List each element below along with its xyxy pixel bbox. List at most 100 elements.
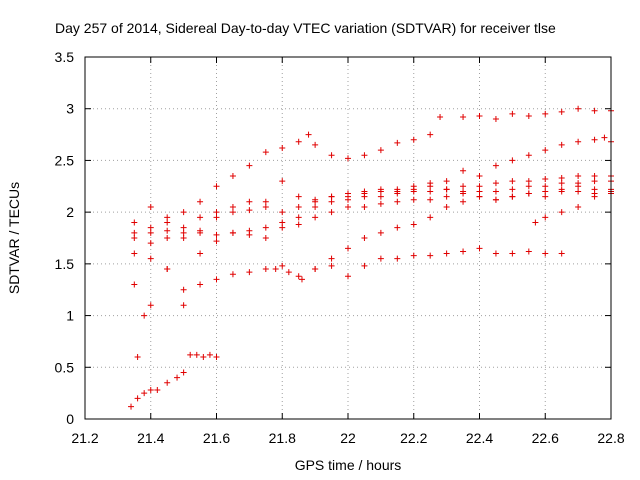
data-point bbox=[427, 131, 434, 138]
data-point bbox=[542, 147, 549, 154]
data-point bbox=[328, 262, 335, 269]
data-point bbox=[180, 229, 187, 236]
y-tick-label: 0 bbox=[66, 411, 74, 427]
data-point bbox=[147, 255, 154, 262]
data-point bbox=[180, 209, 187, 216]
data-point bbox=[509, 193, 516, 200]
data-point bbox=[345, 273, 351, 280]
data-point bbox=[427, 188, 434, 195]
data-point bbox=[492, 116, 499, 123]
data-point bbox=[141, 312, 148, 319]
data-point bbox=[345, 203, 351, 210]
data-point bbox=[509, 157, 516, 164]
data-point bbox=[492, 188, 499, 195]
data-point bbox=[193, 351, 200, 358]
series-track-2 bbox=[131, 134, 614, 236]
data-point bbox=[437, 113, 444, 120]
data-point bbox=[525, 112, 532, 119]
series-track-3 bbox=[131, 172, 614, 241]
data-point bbox=[377, 229, 384, 236]
series-track-6 bbox=[134, 188, 614, 360]
y-tick-label: 0.5 bbox=[55, 359, 75, 375]
data-point bbox=[476, 183, 483, 190]
data-point bbox=[279, 145, 286, 152]
data-point bbox=[246, 162, 253, 169]
data-point bbox=[197, 214, 204, 221]
data-point bbox=[279, 224, 286, 231]
data-point bbox=[295, 214, 302, 221]
data-point bbox=[213, 276, 220, 283]
data-point bbox=[591, 172, 598, 179]
series-track-5 bbox=[131, 183, 614, 293]
data-point bbox=[377, 147, 384, 154]
data-point bbox=[328, 152, 335, 159]
y-tick-label: 3 bbox=[66, 101, 74, 117]
data-point bbox=[180, 235, 187, 241]
x-tick-label: 22.4 bbox=[466, 430, 493, 446]
data-point bbox=[427, 196, 434, 203]
data-point bbox=[591, 107, 598, 114]
data-point bbox=[206, 351, 213, 358]
data-point bbox=[164, 235, 171, 241]
x-tick-label: 22.8 bbox=[597, 430, 624, 446]
data-point bbox=[213, 183, 220, 190]
y-tick-label: 1.5 bbox=[55, 256, 75, 272]
data-point bbox=[542, 176, 549, 183]
data-point bbox=[328, 255, 335, 262]
data-point bbox=[312, 214, 319, 221]
data-point bbox=[262, 266, 269, 273]
data-points bbox=[128, 105, 614, 410]
data-point bbox=[131, 281, 138, 288]
data-point bbox=[147, 240, 154, 247]
data-point bbox=[134, 395, 141, 402]
data-point bbox=[410, 221, 417, 228]
data-point bbox=[131, 229, 138, 236]
data-point bbox=[345, 196, 351, 203]
data-point bbox=[460, 167, 467, 174]
data-point bbox=[213, 353, 220, 360]
data-point bbox=[180, 369, 187, 376]
data-point bbox=[147, 224, 154, 231]
y-tick-label: 2 bbox=[66, 204, 74, 220]
data-point bbox=[272, 266, 279, 273]
data-point bbox=[542, 183, 549, 190]
x-axis-label: GPS time / hours bbox=[295, 457, 402, 473]
data-point bbox=[134, 353, 141, 360]
data-point bbox=[131, 219, 138, 226]
data-point bbox=[164, 219, 171, 226]
data-point bbox=[575, 105, 582, 112]
data-point bbox=[345, 155, 351, 162]
data-point bbox=[476, 172, 483, 179]
data-point bbox=[394, 198, 401, 205]
data-point bbox=[575, 183, 582, 190]
data-point bbox=[131, 250, 138, 257]
data-point bbox=[443, 193, 450, 200]
data-point bbox=[174, 374, 181, 381]
data-point bbox=[246, 231, 253, 238]
data-point bbox=[213, 231, 220, 238]
chart-title: Day 257 of 2014, Sidereal Day-to-day VTE… bbox=[55, 20, 556, 36]
y-tick-labels: 0 0.5 1 1.5 2 2.5 3 3.5 bbox=[55, 49, 75, 427]
x-tick-labels: 21.2 21.4 21.6 21.8 22 22.2 22.4 22.6 22.8 bbox=[71, 430, 624, 446]
data-point bbox=[246, 269, 253, 276]
data-point bbox=[460, 198, 467, 205]
data-point bbox=[591, 136, 598, 143]
data-point bbox=[542, 110, 549, 117]
data-point bbox=[229, 271, 236, 278]
x-tick-label: 22 bbox=[340, 430, 356, 446]
data-point bbox=[509, 110, 516, 117]
data-point bbox=[575, 138, 582, 145]
data-point bbox=[492, 196, 499, 203]
data-point bbox=[147, 229, 154, 236]
series-track-7 bbox=[272, 245, 565, 283]
data-point bbox=[575, 203, 582, 210]
data-point bbox=[328, 193, 335, 200]
data-point bbox=[147, 302, 154, 309]
data-point bbox=[295, 221, 302, 228]
data-point bbox=[377, 188, 384, 195]
data-point bbox=[164, 379, 171, 386]
data-point bbox=[279, 178, 286, 185]
data-point bbox=[246, 198, 253, 205]
data-point bbox=[197, 250, 204, 257]
data-point bbox=[394, 139, 401, 146]
